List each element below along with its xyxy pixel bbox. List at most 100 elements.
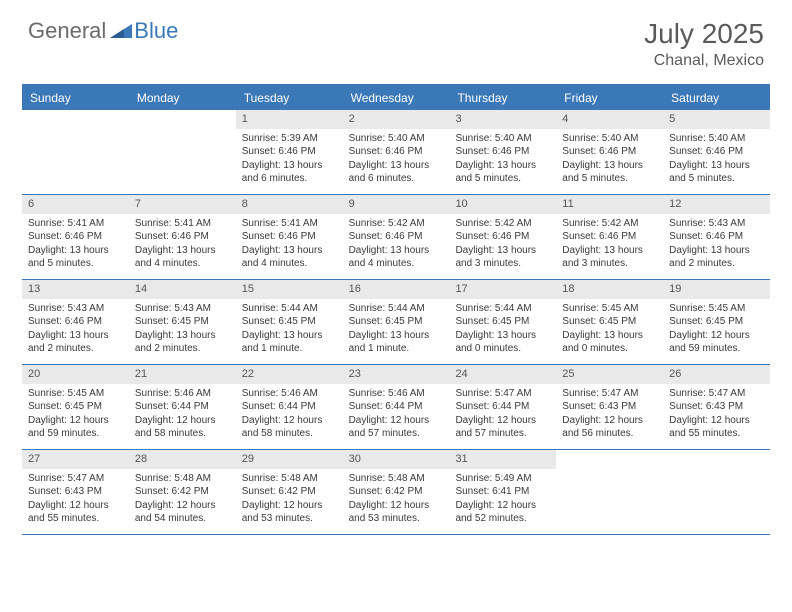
day-number: 26: [663, 365, 770, 384]
page-header: General Blue July 2025 Chanal, Mexico: [0, 0, 792, 78]
day-number: 30: [343, 450, 450, 469]
sunset-text: Sunset: 6:45 PM: [28, 400, 123, 414]
day-cell: 27Sunrise: 5:47 AMSunset: 6:43 PMDayligh…: [22, 450, 129, 534]
daylight-text: Daylight: 13 hours and 5 minutes.: [28, 244, 123, 271]
day-number: 21: [129, 365, 236, 384]
day-number: 15: [236, 280, 343, 299]
day-body: Sunrise: 5:46 AMSunset: 6:44 PMDaylight:…: [236, 384, 343, 447]
day-header: Monday: [129, 86, 236, 110]
day-number: 23: [343, 365, 450, 384]
day-header-row: SundayMondayTuesdayWednesdayThursdayFrid…: [22, 86, 770, 110]
daylight-text: Daylight: 12 hours and 54 minutes.: [135, 499, 230, 526]
sunset-text: Sunset: 6:42 PM: [349, 485, 444, 499]
day-body: Sunrise: 5:44 AMSunset: 6:45 PMDaylight:…: [343, 299, 450, 362]
daylight-text: Daylight: 13 hours and 3 minutes.: [455, 244, 550, 271]
day-cell: 17Sunrise: 5:44 AMSunset: 6:45 PMDayligh…: [449, 280, 556, 364]
day-cell: 7Sunrise: 5:41 AMSunset: 6:46 PMDaylight…: [129, 195, 236, 279]
week-row: 20Sunrise: 5:45 AMSunset: 6:45 PMDayligh…: [22, 365, 770, 450]
sunrise-text: Sunrise: 5:44 AM: [242, 302, 337, 316]
day-body: Sunrise: 5:46 AMSunset: 6:44 PMDaylight:…: [129, 384, 236, 447]
day-cell: 14Sunrise: 5:43 AMSunset: 6:45 PMDayligh…: [129, 280, 236, 364]
sunset-text: Sunset: 6:45 PM: [669, 315, 764, 329]
day-cell: 6Sunrise: 5:41 AMSunset: 6:46 PMDaylight…: [22, 195, 129, 279]
day-cell: 3Sunrise: 5:40 AMSunset: 6:46 PMDaylight…: [449, 110, 556, 194]
month-title: July 2025: [644, 18, 764, 50]
logo: General Blue: [28, 18, 178, 44]
day-cell: 25Sunrise: 5:47 AMSunset: 6:43 PMDayligh…: [556, 365, 663, 449]
sunset-text: Sunset: 6:45 PM: [455, 315, 550, 329]
sunrise-text: Sunrise: 5:47 AM: [669, 387, 764, 401]
logo-text-blue: Blue: [134, 18, 178, 44]
sunset-text: Sunset: 6:46 PM: [349, 230, 444, 244]
sunrise-text: Sunrise: 5:39 AM: [242, 132, 337, 146]
day-cell: 22Sunrise: 5:46 AMSunset: 6:44 PMDayligh…: [236, 365, 343, 449]
day-cell: 11Sunrise: 5:42 AMSunset: 6:46 PMDayligh…: [556, 195, 663, 279]
sunrise-text: Sunrise: 5:46 AM: [242, 387, 337, 401]
week-row: 13Sunrise: 5:43 AMSunset: 6:46 PMDayligh…: [22, 280, 770, 365]
day-cell: 28Sunrise: 5:48 AMSunset: 6:42 PMDayligh…: [129, 450, 236, 534]
day-body: Sunrise: 5:47 AMSunset: 6:43 PMDaylight:…: [22, 469, 129, 532]
sunrise-text: Sunrise: 5:48 AM: [135, 472, 230, 486]
day-header: Sunday: [22, 86, 129, 110]
day-cell: 16Sunrise: 5:44 AMSunset: 6:45 PMDayligh…: [343, 280, 450, 364]
sunset-text: Sunset: 6:43 PM: [669, 400, 764, 414]
day-body: Sunrise: 5:44 AMSunset: 6:45 PMDaylight:…: [236, 299, 343, 362]
daylight-text: Daylight: 13 hours and 4 minutes.: [242, 244, 337, 271]
day-cell: 18Sunrise: 5:45 AMSunset: 6:45 PMDayligh…: [556, 280, 663, 364]
sunset-text: Sunset: 6:46 PM: [28, 315, 123, 329]
sunset-text: Sunset: 6:42 PM: [135, 485, 230, 499]
day-body: Sunrise: 5:49 AMSunset: 6:41 PMDaylight:…: [449, 469, 556, 532]
day-number: 29: [236, 450, 343, 469]
day-body: Sunrise: 5:43 AMSunset: 6:46 PMDaylight:…: [22, 299, 129, 362]
daylight-text: Daylight: 13 hours and 2 minutes.: [135, 329, 230, 356]
day-header: Wednesday: [343, 86, 450, 110]
day-cell: 2Sunrise: 5:40 AMSunset: 6:46 PMDaylight…: [343, 110, 450, 194]
day-body: Sunrise: 5:41 AMSunset: 6:46 PMDaylight:…: [22, 214, 129, 277]
day-body: Sunrise: 5:42 AMSunset: 6:46 PMDaylight:…: [449, 214, 556, 277]
day-body: Sunrise: 5:43 AMSunset: 6:45 PMDaylight:…: [129, 299, 236, 362]
day-number: 13: [22, 280, 129, 299]
daylight-text: Daylight: 13 hours and 5 minutes.: [562, 159, 657, 186]
sunset-text: Sunset: 6:42 PM: [242, 485, 337, 499]
day-number: 10: [449, 195, 556, 214]
sunset-text: Sunset: 6:44 PM: [135, 400, 230, 414]
sunrise-text: Sunrise: 5:46 AM: [349, 387, 444, 401]
day-cell: 21Sunrise: 5:46 AMSunset: 6:44 PMDayligh…: [129, 365, 236, 449]
day-header: Tuesday: [236, 86, 343, 110]
day-body: Sunrise: 5:43 AMSunset: 6:46 PMDaylight:…: [663, 214, 770, 277]
daylight-text: Daylight: 13 hours and 6 minutes.: [349, 159, 444, 186]
day-number: 31: [449, 450, 556, 469]
sunset-text: Sunset: 6:44 PM: [349, 400, 444, 414]
day-number: 9: [343, 195, 450, 214]
sunrise-text: Sunrise: 5:45 AM: [28, 387, 123, 401]
sunrise-text: Sunrise: 5:43 AM: [28, 302, 123, 316]
sunrise-text: Sunrise: 5:45 AM: [669, 302, 764, 316]
day-body: Sunrise: 5:45 AMSunset: 6:45 PMDaylight:…: [556, 299, 663, 362]
week-row: ..1Sunrise: 5:39 AMSunset: 6:46 PMDaylig…: [22, 110, 770, 195]
daylight-text: Daylight: 12 hours and 58 minutes.: [135, 414, 230, 441]
day-cell: 8Sunrise: 5:41 AMSunset: 6:46 PMDaylight…: [236, 195, 343, 279]
day-cell: 26Sunrise: 5:47 AMSunset: 6:43 PMDayligh…: [663, 365, 770, 449]
day-header: Thursday: [449, 86, 556, 110]
daylight-text: Daylight: 13 hours and 4 minutes.: [135, 244, 230, 271]
sunset-text: Sunset: 6:46 PM: [242, 230, 337, 244]
day-cell: 15Sunrise: 5:44 AMSunset: 6:45 PMDayligh…: [236, 280, 343, 364]
sunset-text: Sunset: 6:43 PM: [28, 485, 123, 499]
day-cell: .: [22, 110, 129, 194]
daylight-text: Daylight: 12 hours and 57 minutes.: [349, 414, 444, 441]
sunset-text: Sunset: 6:46 PM: [242, 145, 337, 159]
day-cell: .: [556, 450, 663, 534]
day-body: Sunrise: 5:48 AMSunset: 6:42 PMDaylight:…: [343, 469, 450, 532]
day-body: Sunrise: 5:47 AMSunset: 6:44 PMDaylight:…: [449, 384, 556, 447]
day-cell: 13Sunrise: 5:43 AMSunset: 6:46 PMDayligh…: [22, 280, 129, 364]
day-number: 7: [129, 195, 236, 214]
daylight-text: Daylight: 12 hours and 59 minutes.: [669, 329, 764, 356]
calendar: SundayMondayTuesdayWednesdayThursdayFrid…: [22, 84, 770, 535]
day-body: Sunrise: 5:40 AMSunset: 6:46 PMDaylight:…: [449, 129, 556, 192]
weeks-container: ..1Sunrise: 5:39 AMSunset: 6:46 PMDaylig…: [22, 110, 770, 535]
sunrise-text: Sunrise: 5:47 AM: [455, 387, 550, 401]
sunrise-text: Sunrise: 5:47 AM: [562, 387, 657, 401]
day-number: 6: [22, 195, 129, 214]
day-body: Sunrise: 5:47 AMSunset: 6:43 PMDaylight:…: [663, 384, 770, 447]
day-body: Sunrise: 5:48 AMSunset: 6:42 PMDaylight:…: [129, 469, 236, 532]
